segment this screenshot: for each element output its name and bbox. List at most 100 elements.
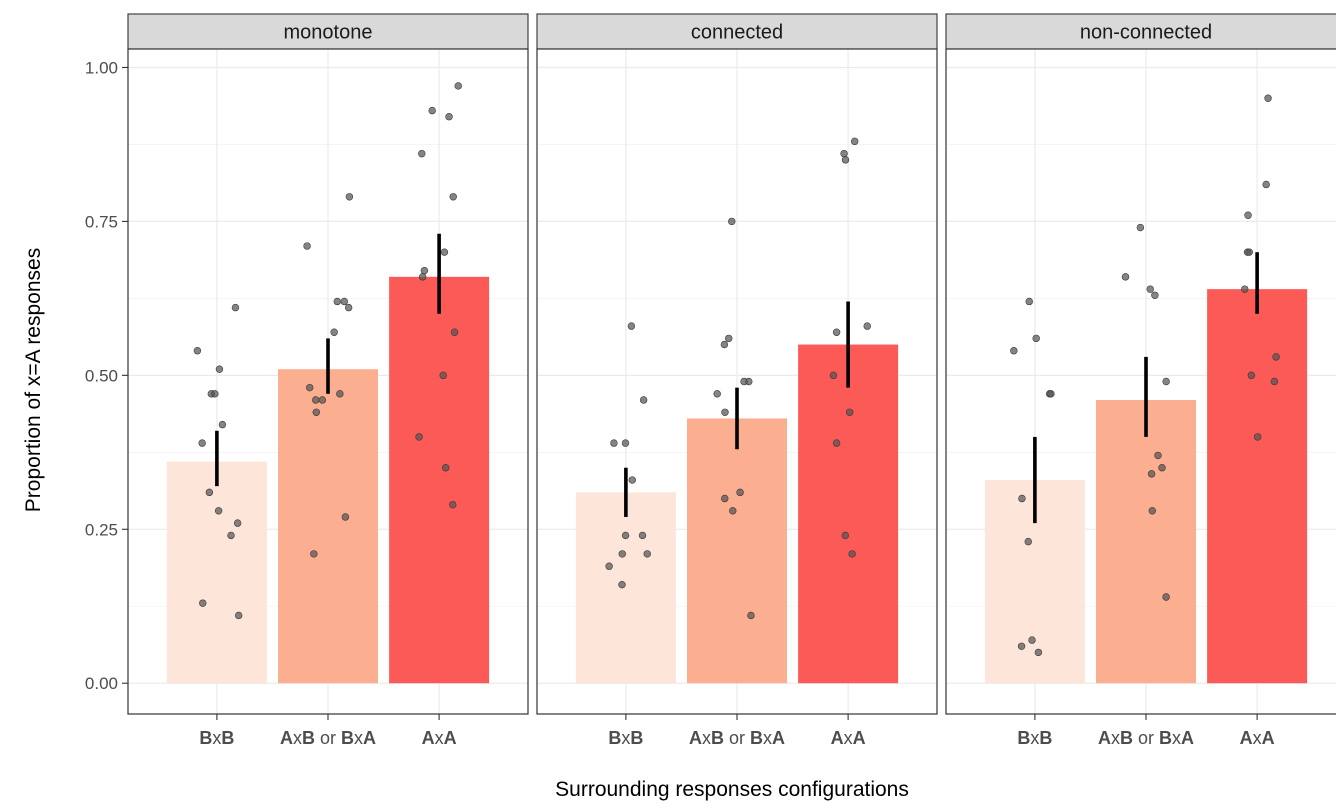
data-point — [345, 193, 354, 201]
x-axis-title: Surrounding responses configurations — [555, 778, 909, 801]
data-point — [863, 322, 871, 330]
data-point — [1047, 390, 1055, 398]
bar — [389, 276, 490, 684]
data-point — [449, 193, 457, 201]
data-point — [1162, 593, 1170, 601]
data-point — [1262, 180, 1270, 189]
data-point — [639, 396, 648, 404]
data-point — [643, 550, 651, 558]
data-point — [1025, 297, 1033, 306]
data-point — [193, 347, 202, 355]
data-point — [1034, 648, 1043, 657]
x-tick-label: BxB — [199, 728, 234, 748]
data-point — [1018, 494, 1026, 503]
data-point — [740, 377, 748, 386]
data-point — [450, 328, 459, 336]
data-point — [341, 513, 350, 521]
data-point — [199, 599, 207, 607]
data-point — [728, 217, 736, 226]
data-point — [1264, 94, 1272, 102]
facet-panels: monotone BxB AxB or BxA AxA connected BxB AxB … — [127, 13, 1336, 748]
data-point — [618, 550, 626, 558]
data-point — [306, 383, 314, 392]
x-tick-label: BxB — [1017, 728, 1052, 748]
x-tick-label: AxA — [831, 728, 866, 748]
data-point — [621, 531, 630, 540]
y-tick-label: 0.00 — [85, 674, 118, 693]
data-point — [340, 297, 349, 306]
facet-panel: connected BxB AxB or BxA AxA — [536, 13, 938, 748]
data-point — [1028, 636, 1036, 644]
data-point — [211, 390, 219, 398]
data-point — [214, 507, 223, 515]
data-point — [233, 519, 242, 527]
data-point — [234, 611, 243, 620]
data-point — [330, 328, 338, 336]
x-tick-label: BxB — [608, 728, 643, 748]
data-point — [729, 507, 737, 515]
data-point — [454, 82, 462, 90]
data-point — [721, 494, 729, 503]
data-point — [1162, 377, 1170, 386]
data-point — [1148, 507, 1157, 515]
y-tick-label: 0.75 — [85, 212, 118, 231]
facet-panel: monotone BxB AxB or BxA AxA — [127, 13, 529, 748]
y-tick-label: 0.25 — [85, 520, 118, 539]
x-tick-label: AxA — [1240, 728, 1275, 748]
y-axis-title: Proportion of x=A responses — [22, 248, 45, 512]
y-tick-label: 0.50 — [85, 366, 118, 385]
data-point — [725, 334, 733, 343]
x-tick-label: AxB or BxA — [689, 728, 785, 748]
bar — [798, 344, 899, 684]
data-point — [198, 439, 206, 447]
bar — [575, 492, 676, 684]
data-point — [851, 137, 859, 146]
data-point — [439, 371, 447, 380]
data-point — [605, 562, 613, 570]
data-point — [310, 550, 318, 558]
bar — [1207, 289, 1308, 684]
data-point — [415, 433, 423, 441]
data-point — [1147, 470, 1156, 478]
data-point — [420, 266, 429, 275]
data-point — [841, 156, 850, 164]
data-point — [1270, 377, 1279, 386]
data-point — [1253, 433, 1262, 441]
data-point — [218, 420, 227, 429]
data-point — [1121, 273, 1130, 281]
data-point — [205, 488, 214, 497]
data-point — [721, 408, 729, 416]
data-point — [713, 390, 721, 398]
data-point — [1245, 248, 1253, 256]
data-point — [449, 500, 457, 509]
data-point — [445, 113, 453, 121]
data-point — [215, 365, 224, 373]
data-point — [1017, 642, 1026, 650]
bar — [166, 461, 267, 684]
bar — [687, 418, 787, 684]
x-tick-label: AxB or BxA — [1098, 728, 1194, 748]
data-point — [1244, 211, 1252, 219]
y-tick-label: 1.00 — [85, 58, 118, 77]
facet-title: monotone — [284, 22, 373, 44]
facet-title: connected — [691, 22, 783, 44]
data-point — [832, 439, 841, 447]
data-point — [628, 476, 636, 484]
data-point — [1154, 451, 1162, 460]
data-point — [333, 297, 341, 306]
data-point — [442, 464, 450, 472]
data-point — [627, 322, 636, 330]
data-point — [832, 328, 841, 336]
bar — [278, 369, 378, 684]
data-point — [1241, 285, 1249, 293]
data-point — [336, 390, 344, 398]
data-point — [829, 371, 838, 380]
data-point — [440, 248, 449, 256]
data-point — [621, 439, 630, 447]
facet-panel: non-connected BxB AxB or BxA AxA — [945, 13, 1336, 748]
data-point — [418, 149, 426, 158]
data-point — [1024, 537, 1032, 546]
data-point — [303, 242, 311, 250]
data-point — [231, 303, 240, 312]
